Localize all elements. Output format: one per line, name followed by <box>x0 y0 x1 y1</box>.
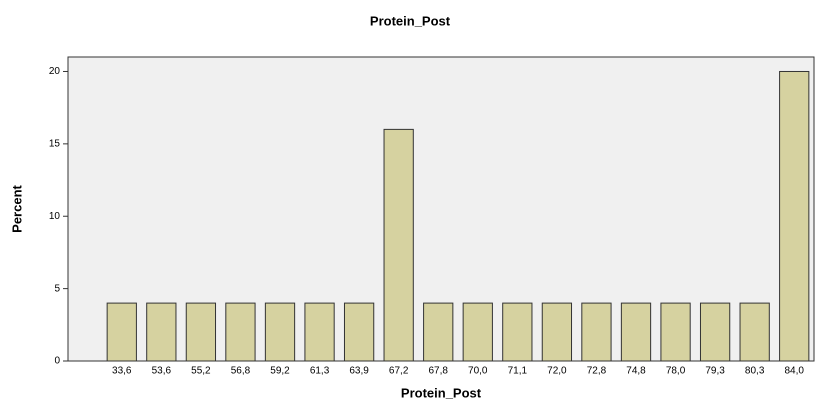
chart-title: Protein_Post <box>370 13 451 28</box>
bar <box>383 128 414 362</box>
x-tick-label: 67,8 <box>428 366 448 377</box>
bar <box>502 302 533 362</box>
y-tick-label: 15 <box>49 138 61 149</box>
bar <box>581 302 612 362</box>
y-tick-label: 0 <box>54 356 60 367</box>
x-tick-label: 72,0 <box>547 366 567 377</box>
x-tick-label: 63,9 <box>349 366 369 377</box>
bar <box>699 302 731 362</box>
bar <box>343 302 375 362</box>
y-tick-label: 20 <box>49 66 61 77</box>
x-tick-label: 61,3 <box>310 366 330 377</box>
x-tick-label: 70,0 <box>468 366 488 377</box>
x-tick-label: 53,6 <box>152 366 172 377</box>
y-tick-label: 5 <box>54 283 60 294</box>
bar <box>541 302 573 362</box>
x-tick-label: 80,3 <box>745 366 765 377</box>
bar <box>620 302 652 362</box>
y-tick-label: 10 <box>49 211 61 222</box>
x-tick-label: 56,8 <box>231 366 251 377</box>
y-axis-title: Percent <box>9 184 24 232</box>
x-tick-label: 59,2 <box>270 366 290 377</box>
bar <box>423 302 454 362</box>
x-tick-label: 55,2 <box>191 366 211 377</box>
x-axis-title: Protein_Post <box>401 385 482 400</box>
bar <box>146 302 177 362</box>
bar <box>739 302 770 362</box>
bar <box>304 302 335 362</box>
x-tick-label: 78,0 <box>666 366 686 377</box>
bar <box>462 302 493 362</box>
bar <box>225 302 256 362</box>
x-tick-label: 67,2 <box>389 366 409 377</box>
x-tick-label: 79,3 <box>705 366 725 377</box>
x-tick-label: 33,6 <box>112 366 132 377</box>
bar <box>660 302 691 362</box>
x-tick-label: 74,8 <box>626 366 646 377</box>
bar <box>779 70 810 362</box>
bar <box>264 302 296 362</box>
x-tick-label: 71,1 <box>508 366 528 377</box>
bar <box>185 302 217 362</box>
x-tick-label: 84,0 <box>784 366 804 377</box>
bar <box>106 302 137 362</box>
x-tick-label: 72,8 <box>587 366 607 377</box>
